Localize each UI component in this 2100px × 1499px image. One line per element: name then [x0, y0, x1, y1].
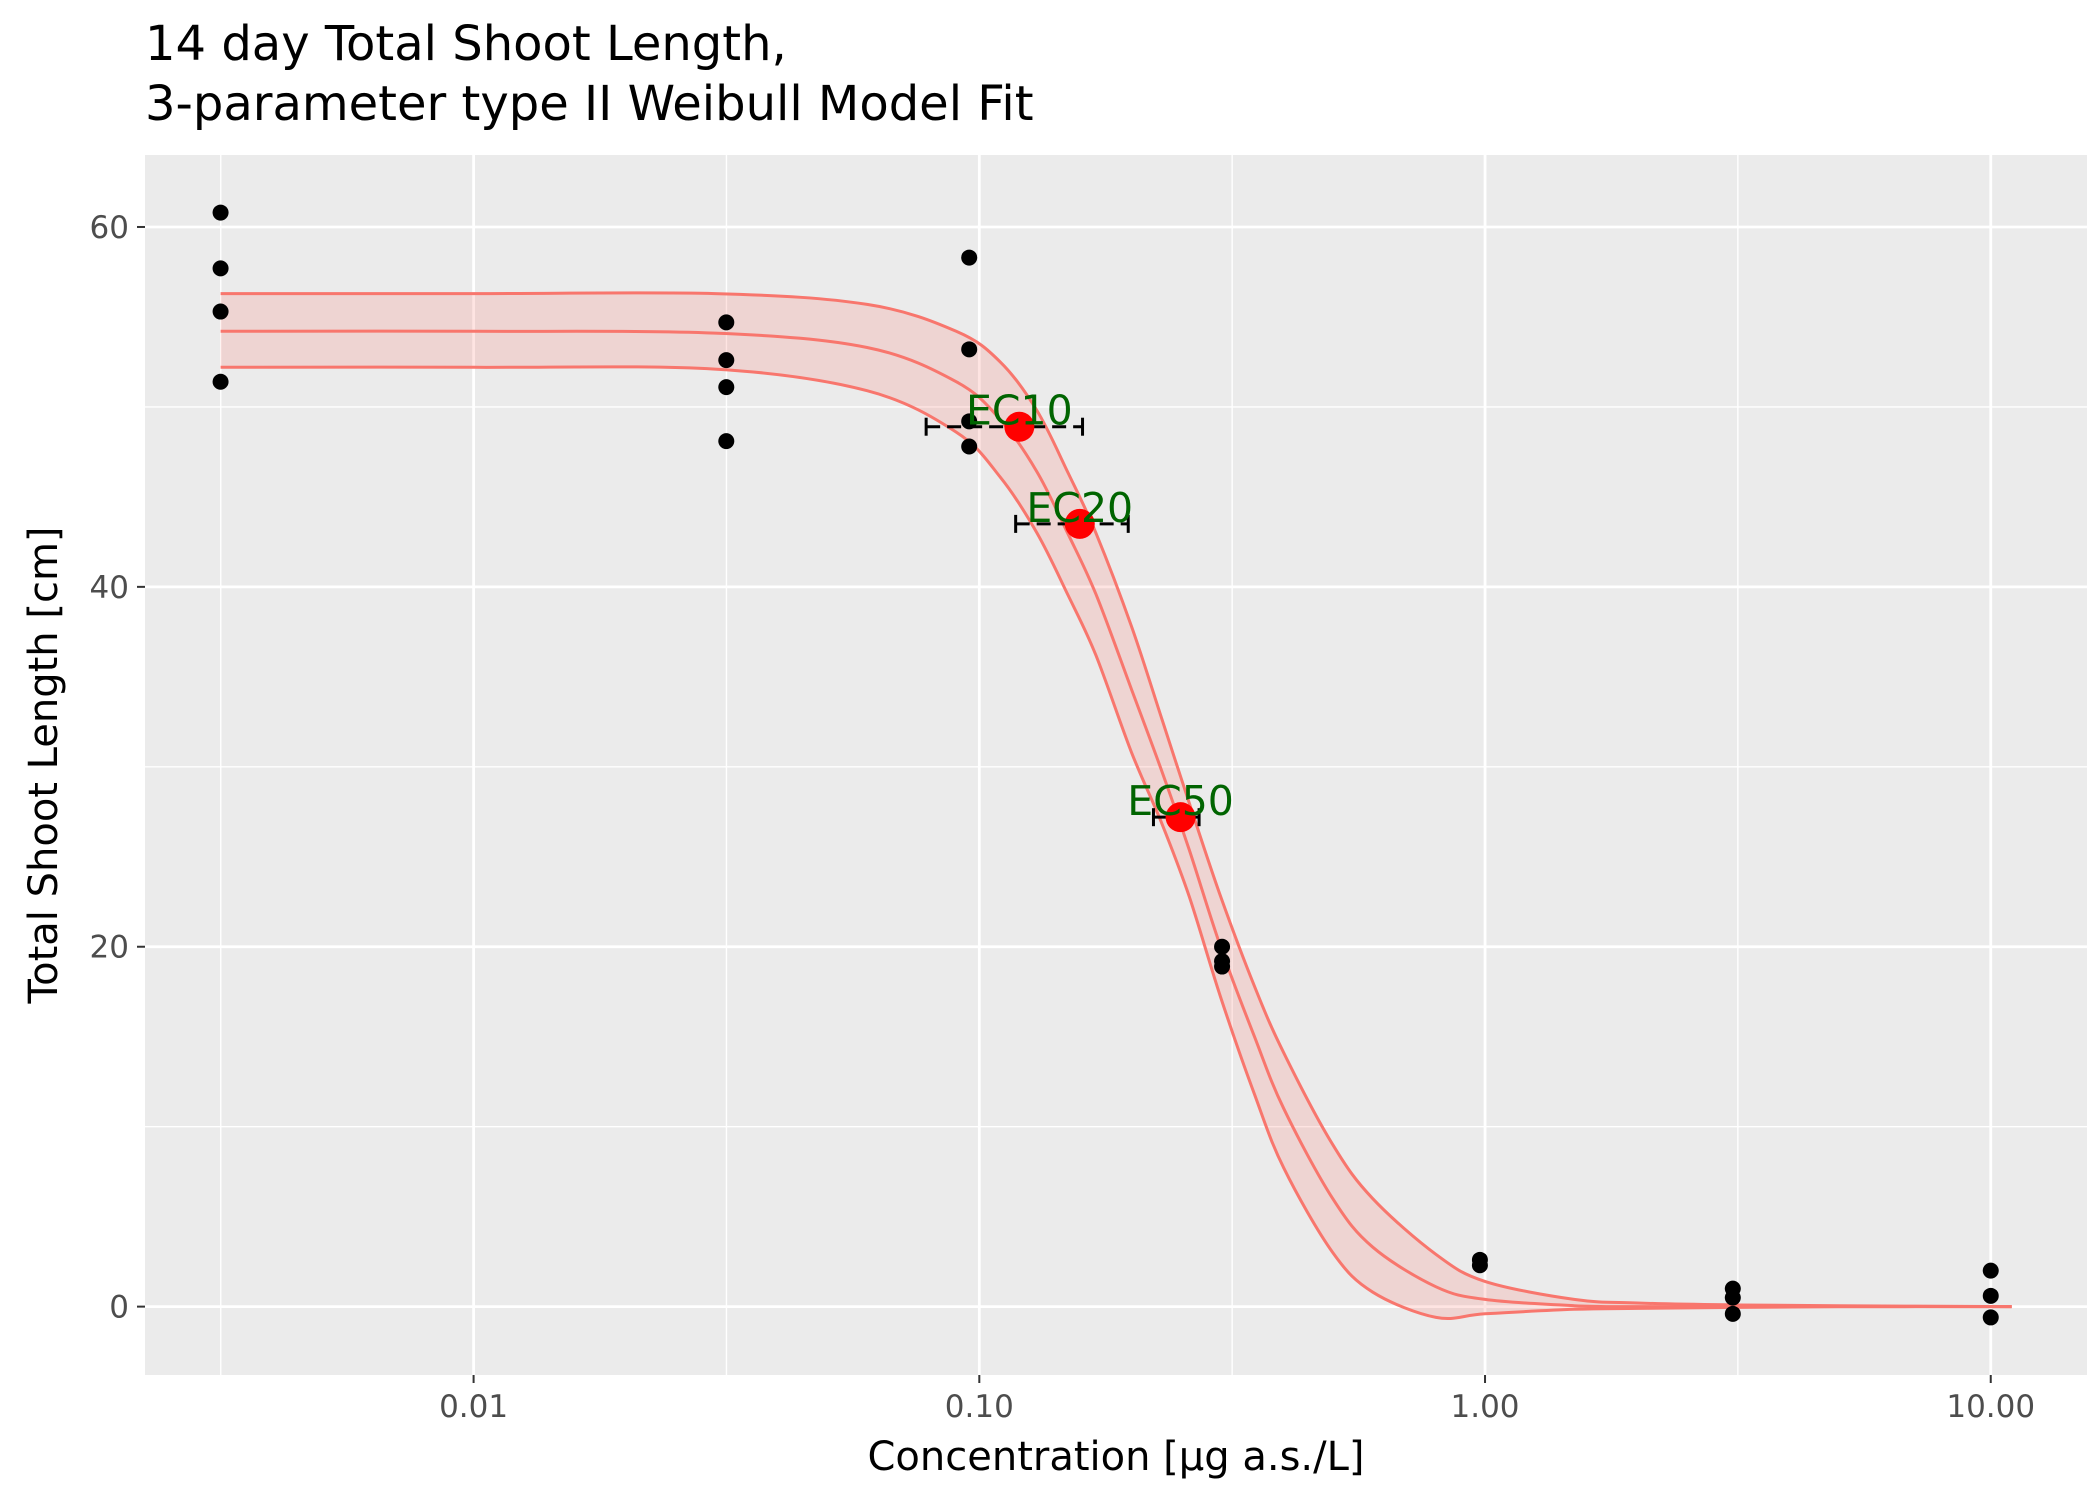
ec-point [1165, 802, 1196, 833]
observation-point [961, 249, 978, 266]
observation-point [1214, 958, 1231, 975]
x-tick-label: 0.01 [439, 1389, 508, 1425]
plot-panel [145, 155, 2087, 1375]
x-tick-label: 10.00 [1946, 1389, 2035, 1425]
observation-point [212, 303, 229, 320]
y-tick-label: 40 [90, 570, 129, 606]
observation-point [212, 260, 229, 277]
y-tick-label: 0 [109, 1290, 129, 1326]
y-tick-label: 20 [90, 930, 129, 966]
x-axis-ticks: 0.01 0.10 1.00 10.00 [439, 1375, 2035, 1425]
chart-subtitle: 3-parameter type II Weibull Model Fit [145, 76, 1034, 132]
ec-points [1004, 411, 1196, 833]
y-axis-ticks: 0 20 40 60 [90, 210, 145, 1326]
observation-point [961, 438, 978, 455]
observation-point [212, 204, 229, 221]
ec-errorbar [924, 417, 1085, 436]
observation-point [1471, 1257, 1488, 1274]
observation-point [961, 341, 978, 358]
y-axis-title: Total Shoot Length [cm] [21, 526, 67, 1004]
observation-point [718, 314, 735, 331]
x-tick-label: 1.00 [1451, 1389, 1520, 1425]
confidence-lower-line [220, 365, 2012, 1321]
observation-point [718, 433, 735, 450]
ec-label: EC20 [1026, 484, 1133, 532]
observation-point [1982, 1262, 1999, 1279]
ec-labels: EC10 EC20 EC50 [966, 387, 1234, 825]
ec-label: EC50 [1127, 777, 1234, 825]
observation-point [1982, 1309, 1999, 1326]
ec-point [1064, 508, 1095, 539]
observation-point [718, 352, 735, 369]
observation-point [1724, 1289, 1741, 1306]
fitted-curve [220, 329, 2012, 1309]
observation-point [212, 373, 229, 390]
y-tick-label: 60 [90, 210, 129, 246]
observation-point [1982, 1287, 1999, 1304]
observation-point [1724, 1305, 1741, 1322]
ec-errorbar [1014, 514, 1130, 533]
x-axis-title: Concentration [µg a.s./L] [868, 1434, 1365, 1480]
confidence-upper-line [220, 291, 2012, 1309]
ec-point [1004, 411, 1035, 442]
observation-point [1214, 938, 1231, 955]
ec-label: EC10 [966, 387, 1073, 435]
x-tick-label: 0.10 [945, 1389, 1014, 1425]
observation-point [718, 379, 735, 396]
chart-title: 14 day Total Shoot Length, [145, 16, 787, 72]
observation-points [212, 204, 1999, 1326]
